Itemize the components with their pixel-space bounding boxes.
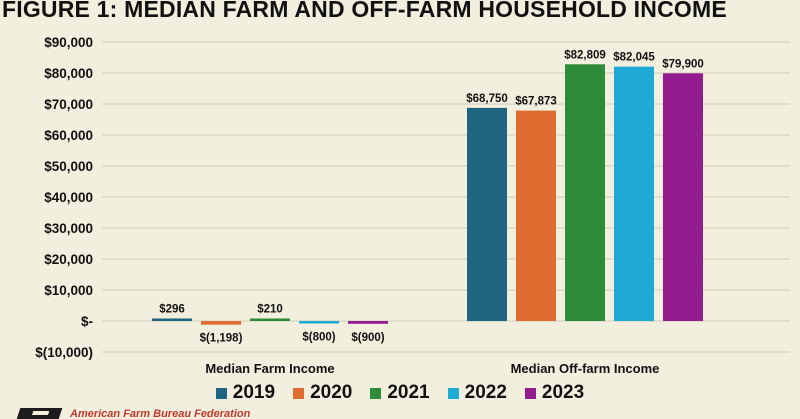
data-label: $210 — [257, 304, 283, 316]
data-label: $67,873 — [515, 96, 557, 108]
category-label: Median Farm Income — [205, 361, 334, 376]
y-tick-label: $50,000 — [44, 159, 93, 174]
data-label: $(800) — [302, 332, 335, 344]
data-label: $82,809 — [564, 49, 606, 61]
legend-swatch — [215, 387, 227, 399]
bar-2023-0 — [348, 321, 388, 324]
legend-item-2020: 2020 — [293, 382, 352, 404]
bar-2020-0 — [201, 321, 241, 325]
legend-item-2023: 2023 — [524, 382, 585, 404]
bar-2020-1 — [516, 110, 556, 322]
category-label: Median Off-farm Income — [511, 361, 660, 376]
y-tick-label: $90,000 — [44, 35, 93, 50]
chart-legend: 2019 2020 2021 2022 2023 — [0, 382, 800, 404]
legend-item-2021: 2021 — [370, 382, 430, 404]
bar-2022-1 — [614, 66, 654, 322]
bar-2023-1 — [663, 73, 703, 321]
legend-swatch — [370, 387, 382, 399]
legend-swatch — [524, 387, 536, 399]
data-label: $79,900 — [662, 58, 704, 70]
data-label: $(1,198) — [200, 333, 243, 345]
legend-swatch — [293, 387, 305, 399]
data-label: $68,750 — [466, 93, 508, 105]
y-tick-label: $80,000 — [44, 66, 93, 81]
y-tick-label: $30,000 — [44, 221, 93, 236]
legend-label: 2022 — [464, 382, 507, 403]
legend-label: 2021 — [387, 382, 430, 403]
y-tick-label: $10,000 — [44, 283, 93, 298]
legend-item-2019: 2019 — [215, 382, 276, 404]
chart-title: FIGURE 1: MEDIAN FARM AND OFF-FARM HOUSE… — [2, 0, 727, 22]
data-label: $82,045 — [613, 52, 655, 64]
bar-chart: $90,000 $80,000 $70,000 $60,000 $50,000 $40,0… — [35, 35, 790, 376]
data-label: $296 — [159, 304, 185, 316]
bar-2019-1 — [467, 107, 507, 321]
legend-label: 2023 — [541, 382, 585, 403]
data-label: $(900) — [351, 332, 384, 344]
legend-item-2022: 2022 — [447, 382, 507, 404]
y-tick-label: $70,000 — [44, 97, 93, 112]
y-tick-label: $- — [81, 314, 93, 329]
legend-swatch — [447, 387, 459, 399]
y-tick-label: $20,000 — [44, 252, 93, 267]
footer: American Farm Bureau Federation — [0, 408, 800, 419]
organization-name: American Farm Bureau Federation — [70, 408, 251, 419]
y-tick-label: $(10,000) — [35, 345, 93, 360]
bar-2022-0 — [299, 321, 339, 324]
bar-2021-0 — [250, 318, 290, 321]
legend-label: 2019 — [232, 382, 276, 403]
bar-2019-0 — [152, 318, 192, 321]
y-tick-label: $60,000 — [44, 128, 93, 143]
bar-2021-1 — [565, 64, 605, 321]
y-tick-label: $40,000 — [44, 190, 93, 205]
legend-label: 2020 — [310, 382, 353, 403]
afbf-logo — [15, 408, 63, 419]
